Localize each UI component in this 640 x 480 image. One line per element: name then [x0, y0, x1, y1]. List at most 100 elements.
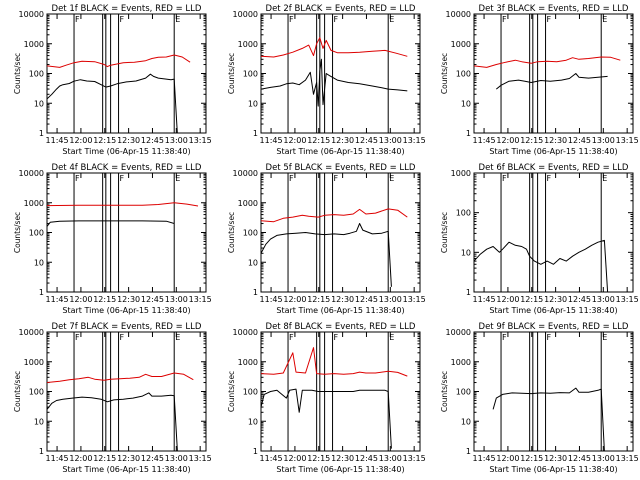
- series-line-events: [47, 220, 175, 227]
- x-tick-label: 13:00: [379, 454, 402, 463]
- x-tick-label: 12:00: [69, 295, 92, 304]
- x-tick-label: 11:45: [260, 454, 283, 463]
- x-tick-label: 12:00: [496, 136, 519, 145]
- event-marker-label: F: [120, 174, 125, 183]
- y-tick-label: 100: [243, 229, 258, 238]
- y-axis-label: Counts/sec: [440, 371, 449, 412]
- y-tick-label: 10: [34, 417, 44, 426]
- y-tick-label: 100: [243, 388, 258, 397]
- series-group: [261, 347, 408, 449]
- y-tick-label: 1: [39, 447, 44, 456]
- series-line-lld: [47, 202, 199, 207]
- chart-panel-7: 1 10 100 1000 10000 11:45 12:00 12:15 12:30 12:45…: [13, 322, 212, 474]
- y-tick-label: 100: [29, 388, 44, 397]
- event-marker-label: E: [389, 15, 394, 24]
- y-tick-label: 100: [29, 70, 44, 79]
- event-marker-label: F: [502, 15, 507, 24]
- x-tick-label: 13:15: [403, 136, 426, 145]
- series-line-events: [492, 387, 605, 451]
- x-tick-label: 12:15: [520, 295, 543, 304]
- series-line-lld: [261, 208, 408, 223]
- x-tick-label: 12:30: [117, 136, 140, 145]
- series-line-lld: [474, 56, 621, 68]
- x-axis-label: Start Time (06-Apr-15 11:38:40): [489, 306, 617, 315]
- x-tick-label: 11:45: [46, 136, 69, 145]
- event-marker-label: F: [334, 174, 339, 183]
- event-marker-label: E: [602, 333, 607, 342]
- plot-frame: [260, 172, 421, 293]
- event-marker-label: F: [120, 333, 125, 342]
- x-axis-label: Start Time (06-Apr-15 11:38:40): [489, 147, 617, 156]
- y-tick-label: 1000: [24, 40, 44, 49]
- x-tick-label: 12:15: [307, 295, 330, 304]
- x-tick-label: 12:30: [117, 295, 140, 304]
- x-tick-label: 12:30: [544, 454, 567, 463]
- event-marker-label: F: [75, 174, 80, 183]
- y-tick-label: 1: [253, 129, 258, 138]
- event-marker-label: F: [547, 333, 552, 342]
- x-tick-label: 11:45: [260, 136, 283, 145]
- y-tick-label: 10000: [19, 169, 44, 178]
- x-tick-label: 13:15: [403, 454, 426, 463]
- series-group: [261, 208, 408, 287]
- y-axis-label: Counts/sec: [13, 212, 22, 253]
- y-tick-label: 100: [456, 209, 471, 218]
- x-tick-label: 12:45: [141, 136, 164, 145]
- x-tick-label: 12:00: [496, 454, 519, 463]
- x-tick-label: 12:30: [117, 454, 140, 463]
- x-axis-label: Start Time (06-Apr-15 11:38:40): [276, 465, 404, 474]
- y-tick-label: 1000: [238, 358, 258, 367]
- x-tick-label: 11:45: [473, 136, 496, 145]
- x-tick-label: 13:00: [165, 136, 188, 145]
- x-tick-label: 12:15: [93, 454, 116, 463]
- y-tick-label: 10: [461, 99, 471, 108]
- y-tick-label: 1000: [451, 40, 471, 49]
- series-line-events: [261, 58, 408, 107]
- event-marker-label: E: [175, 15, 180, 24]
- x-tick-label: 12:45: [568, 136, 591, 145]
- chart-title: Det 3f BLACK = Events, RED = LLD: [479, 4, 629, 14]
- x-tick-label: 13:00: [165, 295, 188, 304]
- event-marker-label: F: [334, 15, 339, 24]
- event-marker-label: F: [289, 15, 294, 24]
- plot-frame: [260, 13, 421, 134]
- x-tick-label: 12:30: [331, 454, 354, 463]
- x-tick-label: 13:00: [379, 136, 402, 145]
- event-marker-label: F: [334, 333, 339, 342]
- series-group: [47, 202, 199, 227]
- y-tick-label: 10000: [19, 10, 44, 19]
- series-line-lld: [47, 372, 194, 383]
- x-tick-label: 12:45: [568, 454, 591, 463]
- x-axis-label: Start Time (06-Apr-15 11:38:40): [276, 306, 404, 315]
- plot-frame: [473, 331, 634, 452]
- event-marker-label: F: [120, 15, 125, 24]
- x-tick-label: 12:00: [283, 295, 306, 304]
- y-tick-label: 100: [243, 70, 258, 79]
- chart-panel-3: 1 10 100 1000 10000 11:45 12:00 12:15 12:30 12:45…: [440, 4, 639, 156]
- x-tick-label: 13:00: [379, 295, 402, 304]
- y-tick-label: 10: [461, 248, 471, 257]
- chart-title: Det 9f BLACK = Events, RED = LLD: [479, 322, 629, 332]
- plot-frame: [46, 172, 207, 293]
- x-tick-label: 11:45: [473, 295, 496, 304]
- x-tick-label: 13:15: [616, 295, 639, 304]
- y-tick-label: 100: [456, 70, 471, 79]
- plot-frame: [473, 13, 634, 134]
- series-line-events: [474, 239, 609, 292]
- x-tick-label: 12:15: [93, 295, 116, 304]
- x-tick-label: 12:15: [93, 136, 116, 145]
- x-tick-label: 11:45: [473, 454, 496, 463]
- x-tick-label: 13:15: [616, 454, 639, 463]
- y-axis-label: Counts/sec: [227, 371, 236, 412]
- y-tick-label: 1: [39, 288, 44, 297]
- y-tick-label: 10: [34, 258, 44, 267]
- y-tick-label: 10000: [233, 10, 258, 19]
- chart-title: Det 7f BLACK = Events, RED = LLD: [52, 322, 202, 332]
- event-marker-label: E: [175, 333, 180, 342]
- y-tick-label: 10: [461, 417, 471, 426]
- x-tick-label: 12:15: [307, 136, 330, 145]
- chart-panel-8: 1 10 100 1000 10000 11:45 12:00 12:15 12:30 12:45…: [227, 322, 426, 474]
- x-tick-label: 13:15: [189, 454, 212, 463]
- y-tick-label: 10: [248, 258, 258, 267]
